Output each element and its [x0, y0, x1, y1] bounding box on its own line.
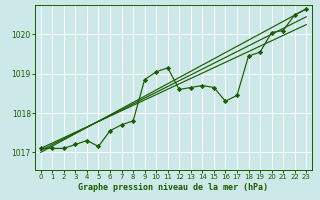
- X-axis label: Graphe pression niveau de la mer (hPa): Graphe pression niveau de la mer (hPa): [78, 183, 268, 192]
